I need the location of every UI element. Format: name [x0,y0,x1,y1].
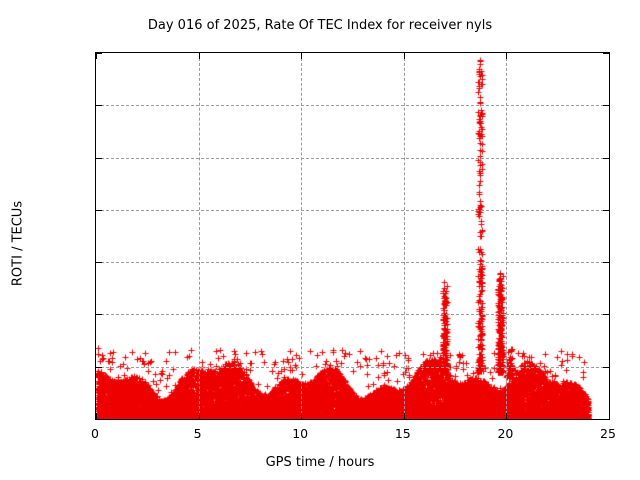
gridline-horizontal [96,366,609,368]
y-axis-tick-right [603,105,609,107]
gridline-horizontal [96,314,609,316]
x-axis-tick-label: 15 [394,426,411,441]
y-axis-tick [96,262,102,264]
y-axis-tick-right [603,419,609,420]
gridline-vertical [301,53,303,419]
x-axis-tick [506,413,508,419]
y-axis-tick-right [603,209,609,211]
y-axis-tick [96,419,102,420]
gridline-horizontal [96,209,609,211]
gridline-vertical [198,53,200,419]
y-axis-tick-right [603,157,609,159]
x-axis-tick-label: 20 [497,426,514,441]
y-axis-title: ROTI / TECUs [10,200,26,287]
x-axis-tick [96,413,97,419]
x-axis-tick-top [96,53,97,59]
y-axis-tick [96,314,102,316]
x-axis-tick [301,413,303,419]
x-axis-tick-label: 10 [292,426,309,441]
plot-area [95,52,610,420]
x-axis-tick [403,413,405,419]
gridline-horizontal [96,157,609,159]
y-axis-tick-right [603,314,609,316]
x-axis-title: GPS time / hours [265,455,375,470]
gridline-horizontal [96,105,609,107]
x-axis-tick-top [301,53,303,59]
scatter-data-layer [96,53,609,419]
y-axis-tick [96,366,102,368]
x-axis-tick [198,413,200,419]
y-axis-tick-right [603,366,609,368]
gridline-horizontal [96,262,609,264]
x-axis-tick-top [198,53,200,59]
x-axis-tick-label: 0 [91,426,99,441]
x-axis-tick [609,413,610,419]
page-title: Day 016 of 2025, Rate Of TEC Index for r… [147,18,493,33]
y-axis-tick-right [603,53,609,54]
gridline-vertical [506,53,508,419]
y-axis-tick [96,105,102,107]
y-axis-tick [96,53,102,54]
y-axis-tick [96,157,102,159]
x-axis-tick-label: 25 [600,426,616,441]
x-axis-tick-top [403,53,405,59]
x-axis-tick-label: 5 [193,426,202,441]
gridline-vertical [403,53,405,419]
y-axis-tick [96,209,102,211]
x-axis-tick-top [609,53,610,59]
y-axis-tick-right [603,262,609,264]
x-axis-tick-top [506,53,508,59]
